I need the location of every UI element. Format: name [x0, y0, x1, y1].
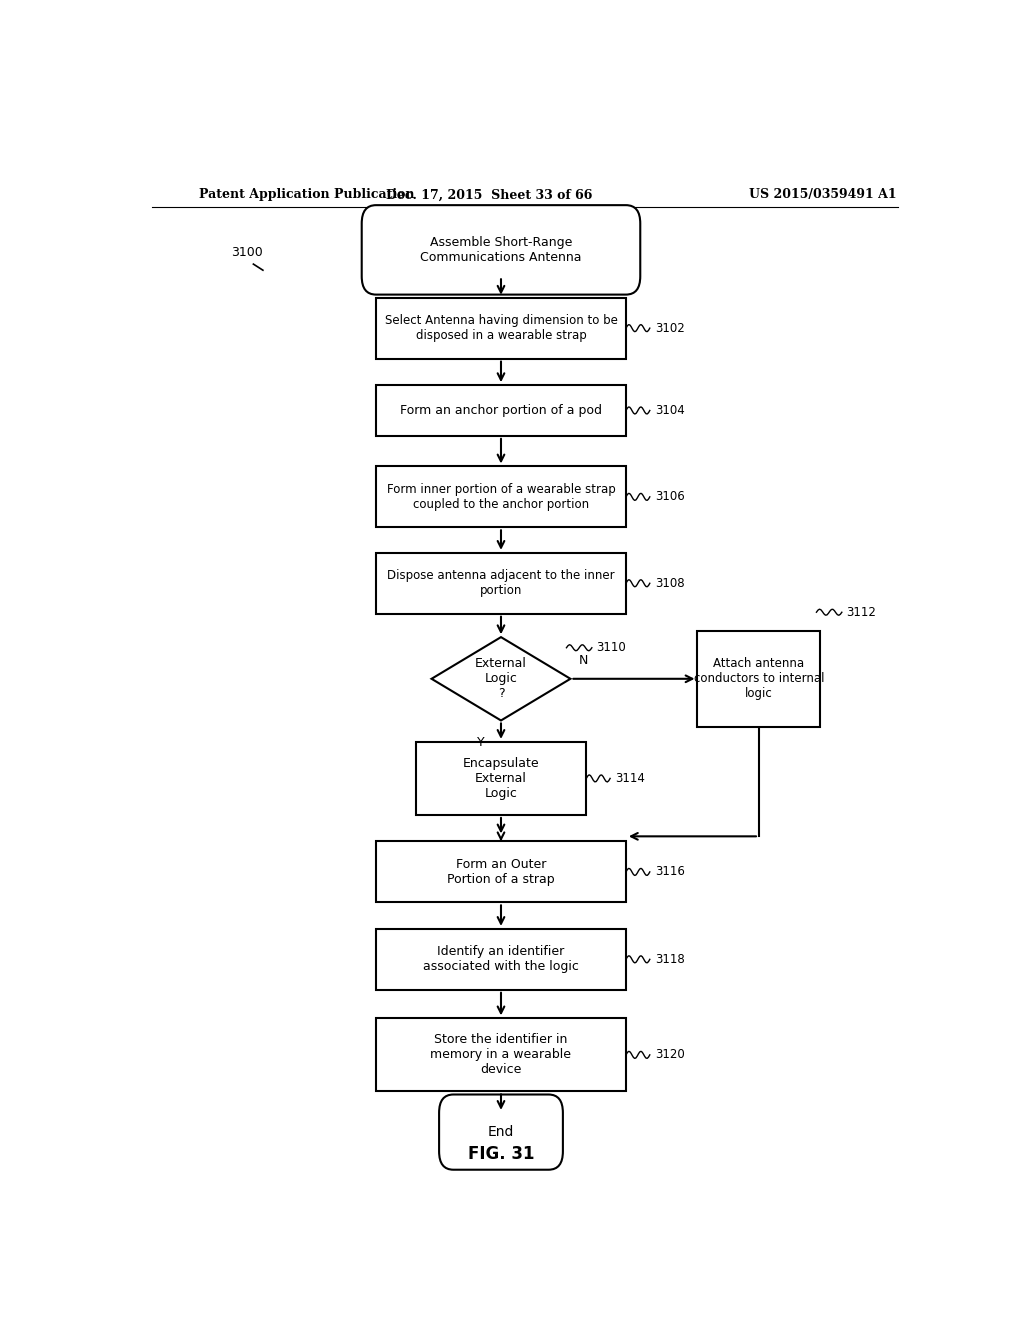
Text: Attach antenna
conductors to internal
logic: Attach antenna conductors to internal lo…: [693, 657, 824, 701]
Text: 3108: 3108: [655, 577, 685, 590]
Text: 3120: 3120: [655, 1048, 685, 1061]
Bar: [416, 742, 587, 814]
Text: 3114: 3114: [615, 772, 645, 785]
Bar: [376, 553, 626, 614]
FancyBboxPatch shape: [439, 1094, 563, 1170]
Text: Dec. 17, 2015  Sheet 33 of 66: Dec. 17, 2015 Sheet 33 of 66: [386, 189, 592, 202]
Text: 3102: 3102: [655, 322, 685, 335]
Text: Store the identifier in
memory in a wearable
device: Store the identifier in memory in a wear…: [430, 1034, 571, 1076]
Text: Form an Outer
Portion of a strap: Form an Outer Portion of a strap: [447, 858, 555, 886]
Text: Identify an identifier
associated with the logic: Identify an identifier associated with t…: [423, 945, 579, 973]
Text: Patent Application Publication: Patent Application Publication: [200, 189, 415, 202]
Bar: [376, 466, 626, 528]
Bar: [376, 929, 626, 990]
Text: Encapsulate
External
Logic: Encapsulate External Logic: [463, 756, 540, 800]
Text: 3100: 3100: [231, 247, 263, 260]
Text: 3118: 3118: [655, 953, 685, 966]
Text: 3106: 3106: [655, 490, 685, 503]
Bar: [376, 385, 626, 436]
Text: 3112: 3112: [847, 606, 877, 619]
Bar: [376, 297, 626, 359]
Text: Assemble Short-Range
Communications Antenna: Assemble Short-Range Communications Ante…: [420, 236, 582, 264]
Text: End: End: [487, 1125, 514, 1139]
Bar: [697, 631, 820, 727]
Bar: [376, 841, 626, 903]
Text: External
Logic
?: External Logic ?: [475, 657, 527, 701]
Text: N: N: [579, 653, 588, 667]
Polygon shape: [431, 638, 570, 721]
Text: Select Antenna having dimension to be
disposed in a wearable strap: Select Antenna having dimension to be di…: [385, 314, 617, 342]
Text: 3110: 3110: [597, 642, 627, 655]
Text: 3116: 3116: [655, 866, 685, 878]
Text: 3104: 3104: [655, 404, 685, 417]
Text: Y: Y: [477, 735, 484, 748]
Text: Form inner portion of a wearable strap
coupled to the anchor portion: Form inner portion of a wearable strap c…: [387, 483, 615, 511]
FancyBboxPatch shape: [361, 205, 640, 294]
Text: FIG. 31: FIG. 31: [468, 1144, 535, 1163]
Bar: [376, 1018, 626, 1092]
Text: US 2015/0359491 A1: US 2015/0359491 A1: [749, 189, 896, 202]
Text: Form an anchor portion of a pod: Form an anchor portion of a pod: [400, 404, 602, 417]
Text: Dispose antenna adjacent to the inner
portion: Dispose antenna adjacent to the inner po…: [387, 569, 614, 597]
